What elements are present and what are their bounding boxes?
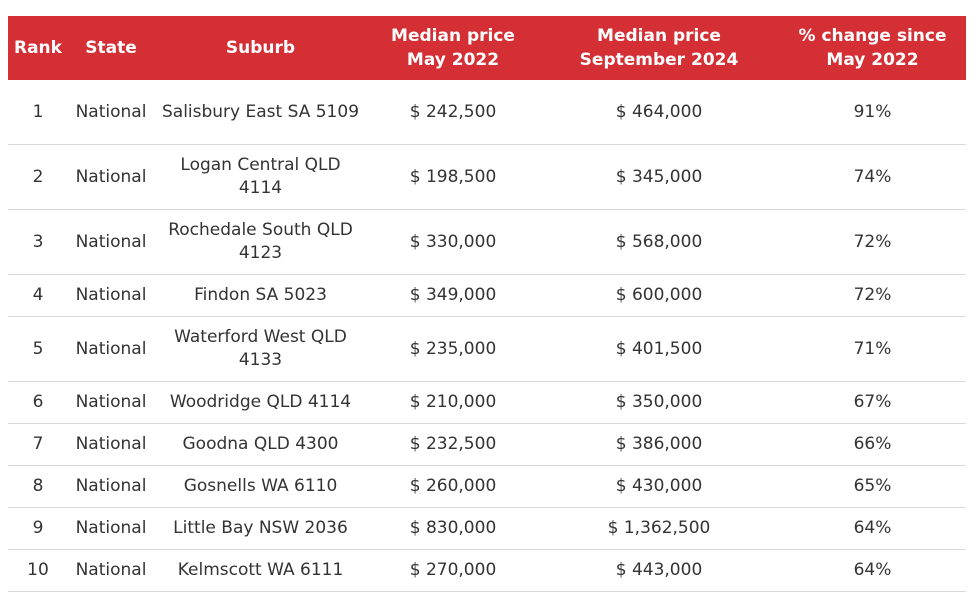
median-sep-2024-cell: $ 386,000 [539, 423, 779, 466]
change-cell: 64% [779, 507, 966, 550]
header-rank: Rank [14, 38, 62, 58]
state-cell: National [68, 144, 154, 210]
table-row: 7 National Goodna QLD 4300 $ 232,500 $ 3… [8, 423, 966, 466]
median-sep-2024-cell: $ 350,000 [539, 381, 779, 424]
rank-cell: 4 [8, 274, 68, 317]
header-row: Rank State Suburb Median price May 2022 … [8, 16, 966, 80]
median-sep-2024-cell: $ 600,000 [539, 274, 779, 317]
change-cell: 72% [779, 209, 966, 275]
median-may-2022-cell: $ 260,000 [367, 465, 539, 508]
change-cell: 74% [779, 144, 966, 210]
change-cell: 64% [779, 549, 966, 592]
median-may-2022-cell: $ 235,000 [367, 316, 539, 382]
rank-cell: 5 [8, 316, 68, 382]
state-cell: National [68, 507, 154, 550]
state-cell: National [68, 465, 154, 508]
rank-cell: 7 [8, 423, 68, 466]
rank-cell: 6 [8, 381, 68, 424]
median-may-2022-cell: $ 270,000 [367, 549, 539, 592]
state-cell: National [68, 316, 154, 382]
header-suburb: Suburb [225, 38, 296, 58]
change-cell: 91% [779, 80, 966, 145]
suburb-cell: Gosnells WA 6110 [154, 465, 367, 508]
median-may-2022-cell: $ 210,000 [367, 381, 539, 424]
state-cell: National [68, 381, 154, 424]
price-growth-table: Rank State Suburb Median price May 2022 … [8, 16, 966, 592]
rank-cell: 2 [8, 144, 68, 210]
change-cell: 67% [779, 381, 966, 424]
state-cell: National [68, 549, 154, 592]
state-cell: National [68, 274, 154, 317]
table-row: 6 National Woodridge QLD 4114 $ 210,000 … [8, 381, 966, 424]
suburb-cell: Logan Central QLD 4114 [154, 144, 367, 210]
table-row: 1 National Salisbury East SA 5109 $ 242,… [8, 80, 966, 145]
change-cell: 66% [779, 423, 966, 466]
table-row: 10 National Kelmscott WA 6111 $ 270,000 … [8, 549, 966, 592]
table-row: 5 National Waterford West QLD 4133 $ 235… [8, 316, 966, 382]
table-header: Rank State Suburb Median price May 2022 … [8, 16, 966, 80]
suburb-cell: Kelmscott WA 6111 [154, 549, 367, 592]
suburb-cell: Little Bay NSW 2036 [154, 507, 367, 550]
table-row: 3 National Rochedale South QLD 4123 $ 33… [8, 209, 966, 275]
rank-cell: 3 [8, 209, 68, 275]
header-median-sep-2024: Median price September 2024 [579, 26, 739, 70]
state-cell: National [68, 80, 154, 145]
suburb-cell: Waterford West QLD 4133 [154, 316, 367, 382]
median-may-2022-cell: $ 349,000 [367, 274, 539, 317]
median-sep-2024-cell: $ 1,362,500 [539, 507, 779, 550]
median-sep-2024-cell: $ 430,000 [539, 465, 779, 508]
median-may-2022-cell: $ 232,500 [367, 423, 539, 466]
median-may-2022-cell: $ 330,000 [367, 209, 539, 275]
median-sep-2024-cell: $ 401,500 [539, 316, 779, 382]
rank-cell: 10 [8, 549, 68, 592]
state-cell: National [68, 209, 154, 275]
suburb-cell: Findon SA 5023 [154, 274, 367, 317]
rank-cell: 1 [8, 80, 68, 145]
table-row: 8 National Gosnells WA 6110 $ 260,000 $ … [8, 465, 966, 508]
suburb-cell: Woodridge QLD 4114 [154, 381, 367, 424]
table-row: 9 National Little Bay NSW 2036 $ 830,000… [8, 507, 966, 550]
suburb-cell: Salisbury East SA 5109 [154, 80, 367, 145]
rank-cell: 9 [8, 507, 68, 550]
suburb-cell: Goodna QLD 4300 [154, 423, 367, 466]
median-sep-2024-cell: $ 443,000 [539, 549, 779, 592]
median-may-2022-cell: $ 198,500 [367, 144, 539, 210]
change-cell: 71% [779, 316, 966, 382]
rank-cell: 8 [8, 465, 68, 508]
state-cell: National [68, 423, 154, 466]
change-cell: 65% [779, 465, 966, 508]
suburb-cell: Rochedale South QLD 4123 [154, 209, 367, 275]
header-change: % change since May 2022 [798, 26, 947, 70]
median-sep-2024-cell: $ 464,000 [539, 80, 779, 145]
median-sep-2024-cell: $ 568,000 [539, 209, 779, 275]
header-state: State [85, 38, 137, 58]
price-growth-table-container: Rank State Suburb Median price May 2022 … [8, 16, 966, 592]
median-may-2022-cell: $ 830,000 [367, 507, 539, 550]
table-body: 1 National Salisbury East SA 5109 $ 242,… [8, 80, 966, 592]
change-cell: 72% [779, 274, 966, 317]
table-row: 2 National Logan Central QLD 4114 $ 198,… [8, 144, 966, 210]
median-may-2022-cell: $ 242,500 [367, 80, 539, 145]
header-median-may-2022: Median price May 2022 [391, 26, 515, 70]
table-row: 4 National Findon SA 5023 $ 349,000 $ 60… [8, 274, 966, 317]
median-sep-2024-cell: $ 345,000 [539, 144, 779, 210]
